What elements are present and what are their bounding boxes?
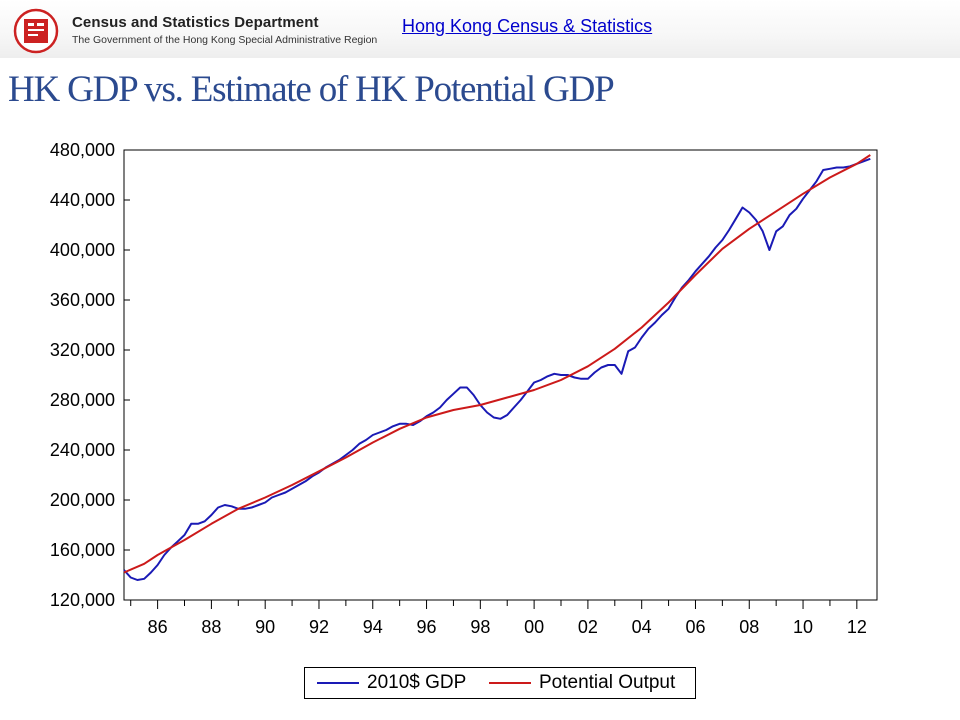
legend-item-potential: Potential Output [489, 668, 675, 698]
department-subtitle: The Government of the Hong Kong Special … [72, 34, 378, 46]
x-tick-label: 92 [309, 617, 329, 637]
department-name: Census and Statistics Department [72, 14, 319, 31]
plot-frame [123, 149, 878, 601]
x-tick-label: 88 [201, 617, 221, 637]
legend-swatch-potential [489, 682, 531, 684]
legend-label-potential: Potential Output [539, 672, 676, 693]
x-tick-label: 90 [255, 617, 275, 637]
y-tick-label: 440,000 [50, 190, 115, 210]
y-tick-label: 200,000 [50, 490, 115, 510]
legend-label-gdp: 2010$ GDP [367, 672, 467, 693]
y-tick-label: 400,000 [50, 240, 115, 260]
y-tick-label: 480,000 [50, 140, 115, 160]
y-tick-label: 280,000 [50, 390, 115, 410]
site-link[interactable]: Hong Kong Census & Statistics [402, 16, 653, 36]
x-tick-label: 86 [148, 617, 168, 637]
legend-item-gdp: 2010$ GDP [317, 668, 466, 698]
x-tick-label: 94 [363, 617, 383, 637]
x-tick-label: 00 [524, 617, 544, 637]
y-tick-label: 240,000 [50, 440, 115, 460]
y-tick-label: 120,000 [50, 590, 115, 610]
y-tick-label: 160,000 [50, 540, 115, 560]
y-tick-label: 360,000 [50, 290, 115, 310]
x-tick-label: 04 [632, 617, 652, 637]
csd-logo-icon [13, 8, 59, 54]
chart-legend: 2010$ GDP Potential Output [304, 667, 696, 699]
x-tick-label: 10 [793, 617, 813, 637]
x-tick-label: 02 [578, 617, 598, 637]
x-tick-label: 96 [417, 617, 437, 637]
x-tick-label: 98 [470, 617, 490, 637]
legend-swatch-gdp [317, 682, 359, 684]
series-line-gdp [123, 157, 871, 581]
page-title: HK GDP vs. Estimate of HK Potential GDP [8, 69, 615, 110]
x-tick-label: 06 [685, 617, 705, 637]
y-tick-label: 320,000 [50, 340, 115, 360]
series-line-potential [123, 154, 871, 574]
header-band: Census and Statistics Department The Gov… [0, 0, 960, 58]
x-tick-label: 08 [739, 617, 759, 637]
x-tick-label: 12 [847, 617, 867, 637]
